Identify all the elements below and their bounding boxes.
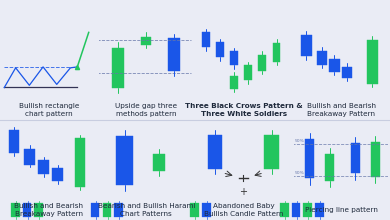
Text: Three Black Crows Pattern &
Three White Soldiers: Three Black Crows Pattern & Three White …: [185, 103, 303, 117]
FancyBboxPatch shape: [52, 168, 63, 181]
FancyBboxPatch shape: [75, 138, 85, 187]
FancyBboxPatch shape: [259, 55, 266, 71]
FancyBboxPatch shape: [202, 32, 210, 48]
FancyBboxPatch shape: [342, 67, 352, 78]
FancyBboxPatch shape: [11, 203, 20, 217]
FancyBboxPatch shape: [208, 135, 222, 169]
Text: +: +: [239, 187, 248, 197]
FancyBboxPatch shape: [153, 154, 165, 171]
Text: Bullish and Bearish
Breakaway Pattern: Bullish and Bearish Breakaway Pattern: [14, 203, 83, 217]
FancyBboxPatch shape: [91, 203, 99, 217]
FancyBboxPatch shape: [273, 42, 280, 62]
FancyBboxPatch shape: [141, 37, 151, 45]
Text: Bullish and Bearish
Breakaway Pattern: Bullish and Bearish Breakaway Pattern: [307, 103, 376, 117]
FancyBboxPatch shape: [38, 160, 49, 174]
FancyBboxPatch shape: [168, 38, 180, 72]
FancyBboxPatch shape: [371, 142, 380, 177]
FancyBboxPatch shape: [317, 51, 327, 65]
FancyBboxPatch shape: [24, 148, 35, 165]
FancyBboxPatch shape: [112, 48, 124, 88]
FancyBboxPatch shape: [367, 40, 378, 84]
FancyBboxPatch shape: [351, 143, 360, 173]
Text: 50%: 50%: [294, 139, 304, 143]
FancyBboxPatch shape: [190, 203, 199, 217]
FancyBboxPatch shape: [303, 203, 312, 217]
Text: Bearish and Bullish Harami
Chart Patterns: Bearish and Bullish Harami Chart Pattern…: [98, 203, 195, 217]
FancyBboxPatch shape: [325, 154, 334, 181]
FancyBboxPatch shape: [34, 203, 43, 217]
FancyBboxPatch shape: [292, 203, 300, 217]
FancyBboxPatch shape: [216, 42, 224, 57]
FancyBboxPatch shape: [280, 203, 289, 217]
FancyBboxPatch shape: [264, 135, 279, 169]
Text: 50%: 50%: [294, 171, 304, 175]
FancyBboxPatch shape: [114, 203, 123, 217]
FancyBboxPatch shape: [230, 51, 238, 65]
FancyBboxPatch shape: [9, 130, 19, 153]
FancyBboxPatch shape: [315, 203, 324, 217]
FancyBboxPatch shape: [103, 203, 111, 217]
FancyBboxPatch shape: [329, 59, 340, 72]
Text: Piercing line pattern: Piercing line pattern: [305, 207, 378, 213]
FancyBboxPatch shape: [117, 136, 133, 185]
FancyBboxPatch shape: [301, 35, 312, 57]
Text: Abandoned Baby
Bullish Candle Pattern: Abandoned Baby Bullish Candle Pattern: [204, 203, 284, 217]
Text: Bullish rectangle
chart pattern: Bullish rectangle chart pattern: [19, 103, 79, 117]
FancyBboxPatch shape: [202, 203, 211, 217]
FancyBboxPatch shape: [305, 139, 314, 178]
FancyBboxPatch shape: [245, 65, 252, 81]
FancyBboxPatch shape: [230, 76, 238, 89]
Text: Upside gap three
methods pattern: Upside gap three methods pattern: [115, 103, 177, 117]
FancyBboxPatch shape: [23, 203, 31, 217]
